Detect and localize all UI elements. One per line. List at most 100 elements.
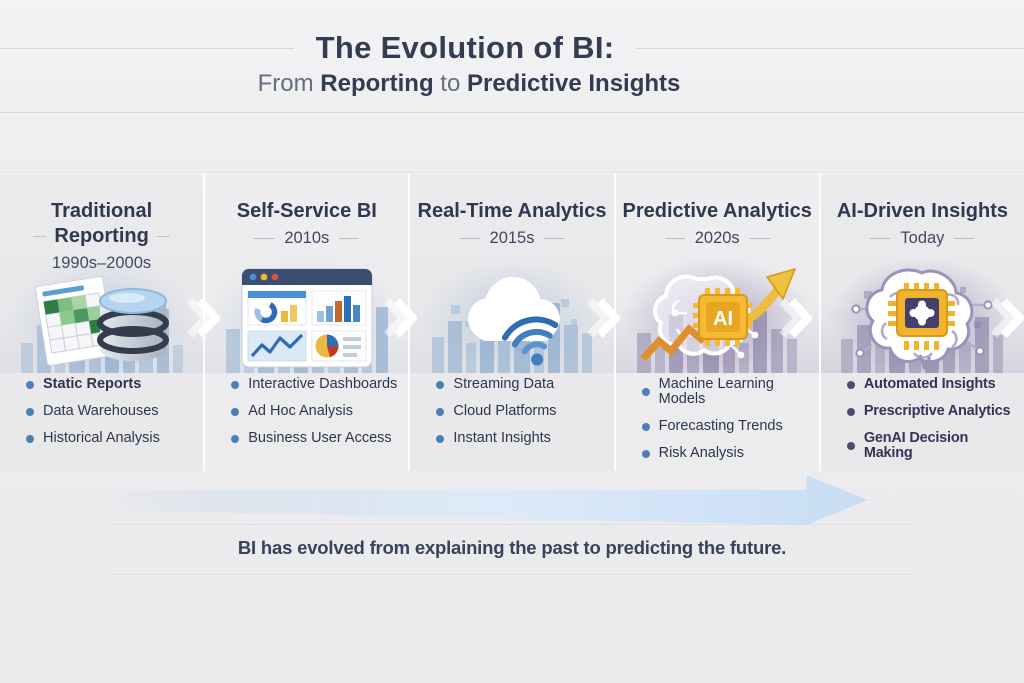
footer-caption: BI has evolved from explaining the past … bbox=[237, 537, 787, 558]
header-divider bbox=[0, 112, 1024, 113]
column-period: 2015s bbox=[410, 229, 613, 248]
dash-decoration bbox=[339, 238, 360, 239]
column-title: Predictive Analytics bbox=[622, 200, 812, 222]
bullet-icon bbox=[641, 422, 650, 431]
chevron-right-icon bbox=[384, 298, 417, 338]
timeline-column-ai-driven-insights: AI-Driven Insights Today bbox=[818, 173, 1024, 473]
timeline-arrow bbox=[100, 475, 868, 525]
bullet-icon bbox=[231, 380, 240, 389]
list-item-label: Forecasting Trends bbox=[658, 418, 783, 434]
list-item: Data Warehouses bbox=[26, 404, 199, 419]
feature-list: Automated Insights Prescriptive Analytic… bbox=[846, 376, 1020, 473]
cloud-wifi-icon bbox=[437, 261, 587, 378]
page-subtitle: From Reporting to Predictive Insights bbox=[0, 70, 1024, 98]
column-title: Traditional Reporting bbox=[0, 199, 203, 249]
dash-decoration bbox=[156, 236, 170, 238]
svg-text:AI: AI bbox=[713, 308, 733, 330]
list-item: Risk Analysis bbox=[641, 445, 815, 461]
list-item: Machine Learning Models bbox=[641, 376, 815, 407]
bullet-icon bbox=[641, 449, 650, 458]
list-item: Prescriptive Analytics bbox=[846, 403, 1020, 419]
list-item-label: Instant Insights bbox=[453, 430, 551, 446]
feature-list: Machine Learning Models Forecasting Tren… bbox=[641, 376, 815, 473]
bullet-icon bbox=[26, 434, 34, 443]
timeline-column-traditional-reporting: Traditional Reporting 1990s–2000s bbox=[0, 173, 204, 471]
page-title: The Evolution of BI: bbox=[315, 30, 615, 65]
column-period: 1990s–2000s bbox=[0, 254, 203, 273]
subtitle-highlight-predictive: Predictive Insights bbox=[466, 70, 681, 97]
chevron-right-icon bbox=[779, 298, 812, 338]
timeline-columns: Traditional Reporting 1990s–2000s bbox=[0, 172, 1024, 471]
bullet-icon bbox=[231, 434, 240, 443]
dash-decoration bbox=[954, 238, 975, 239]
dash-decoration bbox=[749, 238, 770, 239]
divider-line bbox=[636, 47, 1024, 49]
bullet-icon bbox=[641, 388, 650, 396]
header: The Evolution of BI: bbox=[0, 30, 1024, 66]
column-period: 2010s bbox=[205, 229, 408, 248]
divider-line bbox=[110, 524, 914, 525]
list-item-label: Static Reports bbox=[43, 376, 142, 392]
subtitle-highlight-reporting: Reporting bbox=[320, 70, 434, 97]
bullet-icon bbox=[436, 407, 445, 416]
column-title: Self-Service BI bbox=[236, 200, 377, 222]
list-item: Instant Insights bbox=[436, 431, 609, 446]
list-item: Interactive Dashboards bbox=[231, 377, 404, 392]
list-item: Ad Hoc Analysis bbox=[231, 404, 404, 419]
feature-list: Streaming Data Cloud Platforms Instant I… bbox=[436, 377, 609, 458]
list-item-label: Ad Hoc Analysis bbox=[248, 403, 353, 419]
list-item-label: Machine Learning Models bbox=[658, 376, 774, 407]
chevron-right-icon bbox=[991, 298, 1024, 338]
column-title: Real-Time Analytics bbox=[417, 200, 607, 222]
list-item: GenAI Decision Making bbox=[846, 430, 1020, 461]
chevron-right-icon bbox=[587, 298, 620, 338]
list-item-label: Interactive Dashboards bbox=[248, 376, 398, 392]
brain-ai-chart-icon: AI bbox=[635, 261, 799, 378]
bullet-icon bbox=[26, 407, 34, 416]
feature-list: Static Reports Data Warehouses Historica… bbox=[26, 377, 199, 458]
list-item: Static Reports bbox=[26, 377, 199, 392]
timeline-column-self-service-bi: Self-Service BI 2010s bbox=[203, 173, 409, 471]
brain-chip-icon bbox=[842, 261, 1002, 378]
column-title: AI-Driven Insights bbox=[836, 200, 1008, 222]
dash-decoration bbox=[254, 238, 275, 239]
list-item: Business User Access bbox=[231, 431, 404, 446]
bullet-icon bbox=[436, 380, 445, 389]
dash-decoration bbox=[544, 238, 565, 239]
list-item-label: Automated Insights bbox=[863, 376, 996, 392]
list-item-label: Risk Analysis bbox=[658, 445, 745, 461]
divider-line bbox=[0, 47, 294, 49]
list-item-label: Data Warehouses bbox=[43, 403, 159, 419]
timeline-column-predictive-analytics: Predictive Analytics 2020s bbox=[613, 173, 819, 473]
list-item: Historical Analysis bbox=[26, 431, 199, 446]
bullet-icon bbox=[231, 407, 240, 416]
bullet-icon bbox=[846, 407, 855, 416]
spreadsheet-database-icon bbox=[27, 261, 177, 378]
column-period: 2020s bbox=[616, 229, 819, 248]
timeline-column-real-time-analytics: Real-Time Analytics 2015s bbox=[408, 173, 614, 471]
chevron-right-icon bbox=[187, 298, 220, 338]
divider-line bbox=[110, 574, 914, 575]
bullet-icon bbox=[846, 442, 855, 450]
column-period: Today bbox=[821, 229, 1024, 248]
list-item: Streaming Data bbox=[436, 377, 609, 392]
bullet-icon bbox=[436, 434, 445, 443]
subtitle-prefix: From bbox=[257, 70, 314, 97]
dash-decoration bbox=[870, 238, 891, 239]
list-item: Forecasting Trends bbox=[641, 418, 815, 434]
dash-decoration bbox=[459, 238, 480, 239]
list-item-label: Prescriptive Analytics bbox=[863, 403, 1011, 419]
bullet-icon bbox=[26, 380, 34, 389]
list-item-label: GenAI Decision Making bbox=[863, 430, 969, 461]
feature-list: Interactive Dashboards Ad Hoc Analysis B… bbox=[231, 377, 404, 458]
bullet-icon bbox=[846, 380, 855, 389]
list-item: Cloud Platforms bbox=[436, 404, 609, 419]
dashboard-icon bbox=[232, 261, 382, 378]
subtitle-connector: to bbox=[440, 70, 461, 97]
list-item-label: Streaming Data bbox=[453, 376, 555, 392]
dash-decoration bbox=[33, 236, 47, 238]
list-item-label: Cloud Platforms bbox=[453, 403, 557, 419]
list-item: Automated Insights bbox=[846, 376, 1020, 392]
list-item-label: Historical Analysis bbox=[43, 430, 160, 446]
